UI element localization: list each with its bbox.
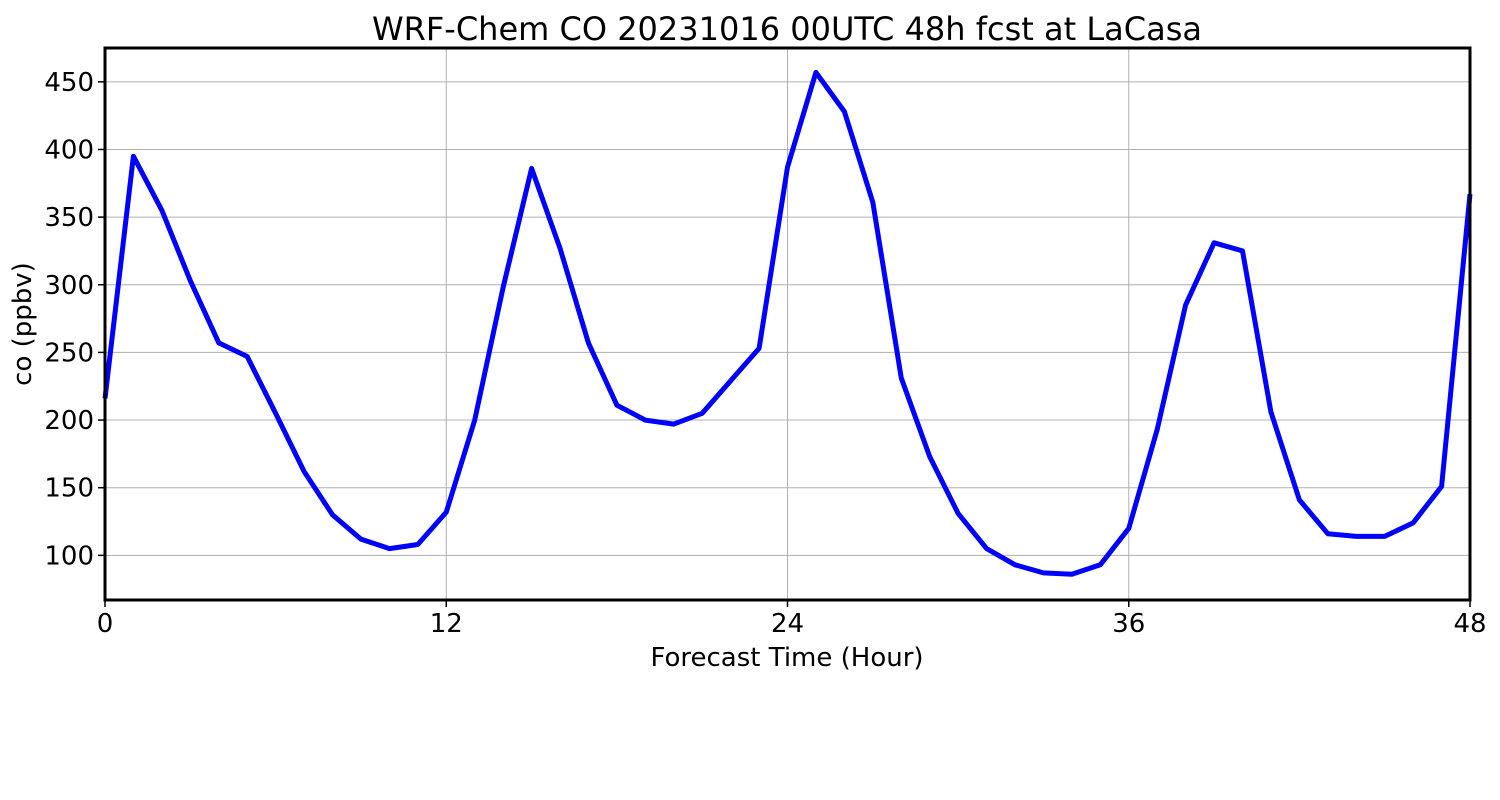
x-axis-label: Forecast Time (Hour) bbox=[650, 643, 923, 673]
x-tick-label: 48 bbox=[1453, 609, 1486, 639]
y-axis-label: co (ppbv) bbox=[8, 262, 38, 386]
x-tick-label: 12 bbox=[430, 609, 463, 639]
co-series-line bbox=[102, 69, 1473, 577]
x-tick-label: 24 bbox=[771, 609, 804, 639]
y-axis-ticks: 100 150 200 250 300 350 400 450 bbox=[44, 68, 105, 571]
y-tick-label: 450 bbox=[44, 68, 94, 98]
series-layer bbox=[102, 69, 1473, 577]
grid-lines bbox=[104, 48, 1471, 600]
y-tick-label: 100 bbox=[44, 541, 94, 571]
y-tick-label: 250 bbox=[44, 338, 94, 368]
y-tick-label: 150 bbox=[44, 474, 94, 504]
chart-title: WRF-Chem CO 20231016 00UTC 48h fcst at L… bbox=[372, 10, 1202, 48]
x-tick-label: 36 bbox=[1112, 609, 1145, 639]
y-tick-label: 200 bbox=[44, 406, 94, 436]
x-axis-ticks: 0 12 24 36 48 bbox=[97, 600, 1487, 639]
y-tick-label: 350 bbox=[44, 203, 94, 233]
x-tick-label: 0 bbox=[97, 609, 114, 639]
y-tick-label: 400 bbox=[44, 135, 94, 165]
y-tick-label: 300 bbox=[44, 271, 94, 301]
